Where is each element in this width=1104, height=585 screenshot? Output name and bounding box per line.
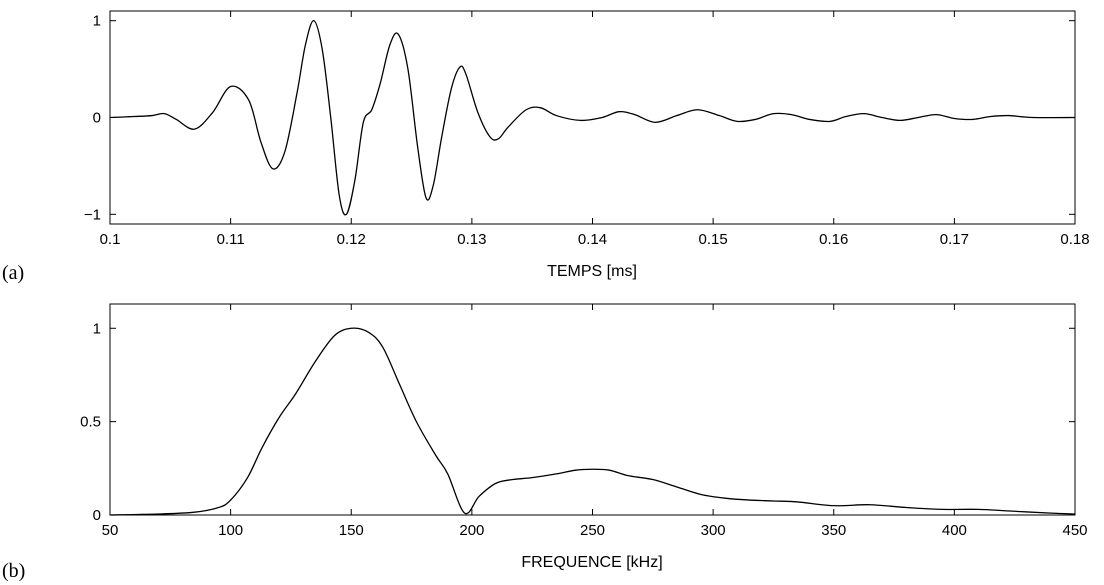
panel-b-xtick-label-0: 50: [102, 522, 119, 539]
panel-b-ytick-label-2: 1: [93, 320, 101, 337]
panel-b-xtick-label-8: 450: [1062, 522, 1087, 539]
panel-a-xtick-label-8: 0.18: [1060, 231, 1089, 248]
panel-a-xtick-label-1: 0.11: [217, 231, 245, 248]
panel-b-frame: [109, 303, 1076, 516]
panel-b-xtick-label-6: 350: [821, 522, 846, 539]
panel-a-xtick-label-6: 0.16: [819, 231, 848, 248]
panel-b-xtick-label-5: 300: [701, 522, 726, 539]
panel-a: 0.1 0.11 0.12 0.13 0.14 0.15 0.16 0.17 0.18−101 …: [2, 10, 1090, 284]
panel-a-signal-line: [109, 20, 1076, 216]
panel-b-spectrum-line: [109, 327, 1076, 516]
panel-b-xtick-label-3: 200: [459, 522, 484, 539]
panel-b-xtick-label-2: 150: [339, 522, 364, 539]
panel-a-xtick-label-4: 0.14: [578, 231, 607, 248]
panel-b-xtick-label-1: 100: [218, 522, 243, 539]
panel-b-ytick-label-1: 0.5: [80, 414, 101, 431]
panel-a-ticks: 0.1 0.11 0.12 0.13 0.14 0.15 0.16 0.17 0.18 −1 0 1: [84, 11, 1090, 248]
panel-b-xlabel: FREQUENCE [kHz]: [521, 554, 662, 571]
panel-a-xtick-label-3: 0.13: [457, 231, 486, 248]
panel-a-xtick-label-7: 0.17: [940, 231, 969, 248]
panel-b: 50 100 150 200 250 300 350 400 450 0 0.5 1 FREQUENC…: [2, 303, 1088, 582]
panel-a-xtick-label-0: 0.1: [100, 231, 121, 248]
panel-b-xtick-label-4: 250: [580, 522, 605, 539]
panel-a-xtick-label-2: 0.12: [337, 231, 366, 248]
panel-b-ticks: 50 100 150 200 250 300 350 400 450 0 0.5 1: [80, 304, 1088, 539]
panel-b-xtick-label-7: 400: [942, 522, 967, 539]
panel-b-label: (b): [2, 560, 25, 582]
panel-a-ytick-label-1: 0: [93, 110, 101, 127]
panel-a-ytick-label-2: 1: [93, 13, 101, 30]
panel-a-label: (a): [2, 262, 24, 284]
panel-a-ytick-label-0: −1: [84, 206, 101, 223]
panel-a-xlabel: TEMPS [ms]: [547, 263, 637, 280]
panel-b-ytick-label-0: 0: [93, 507, 101, 524]
panel-a-xtick-label-5: 0.15: [699, 231, 728, 248]
